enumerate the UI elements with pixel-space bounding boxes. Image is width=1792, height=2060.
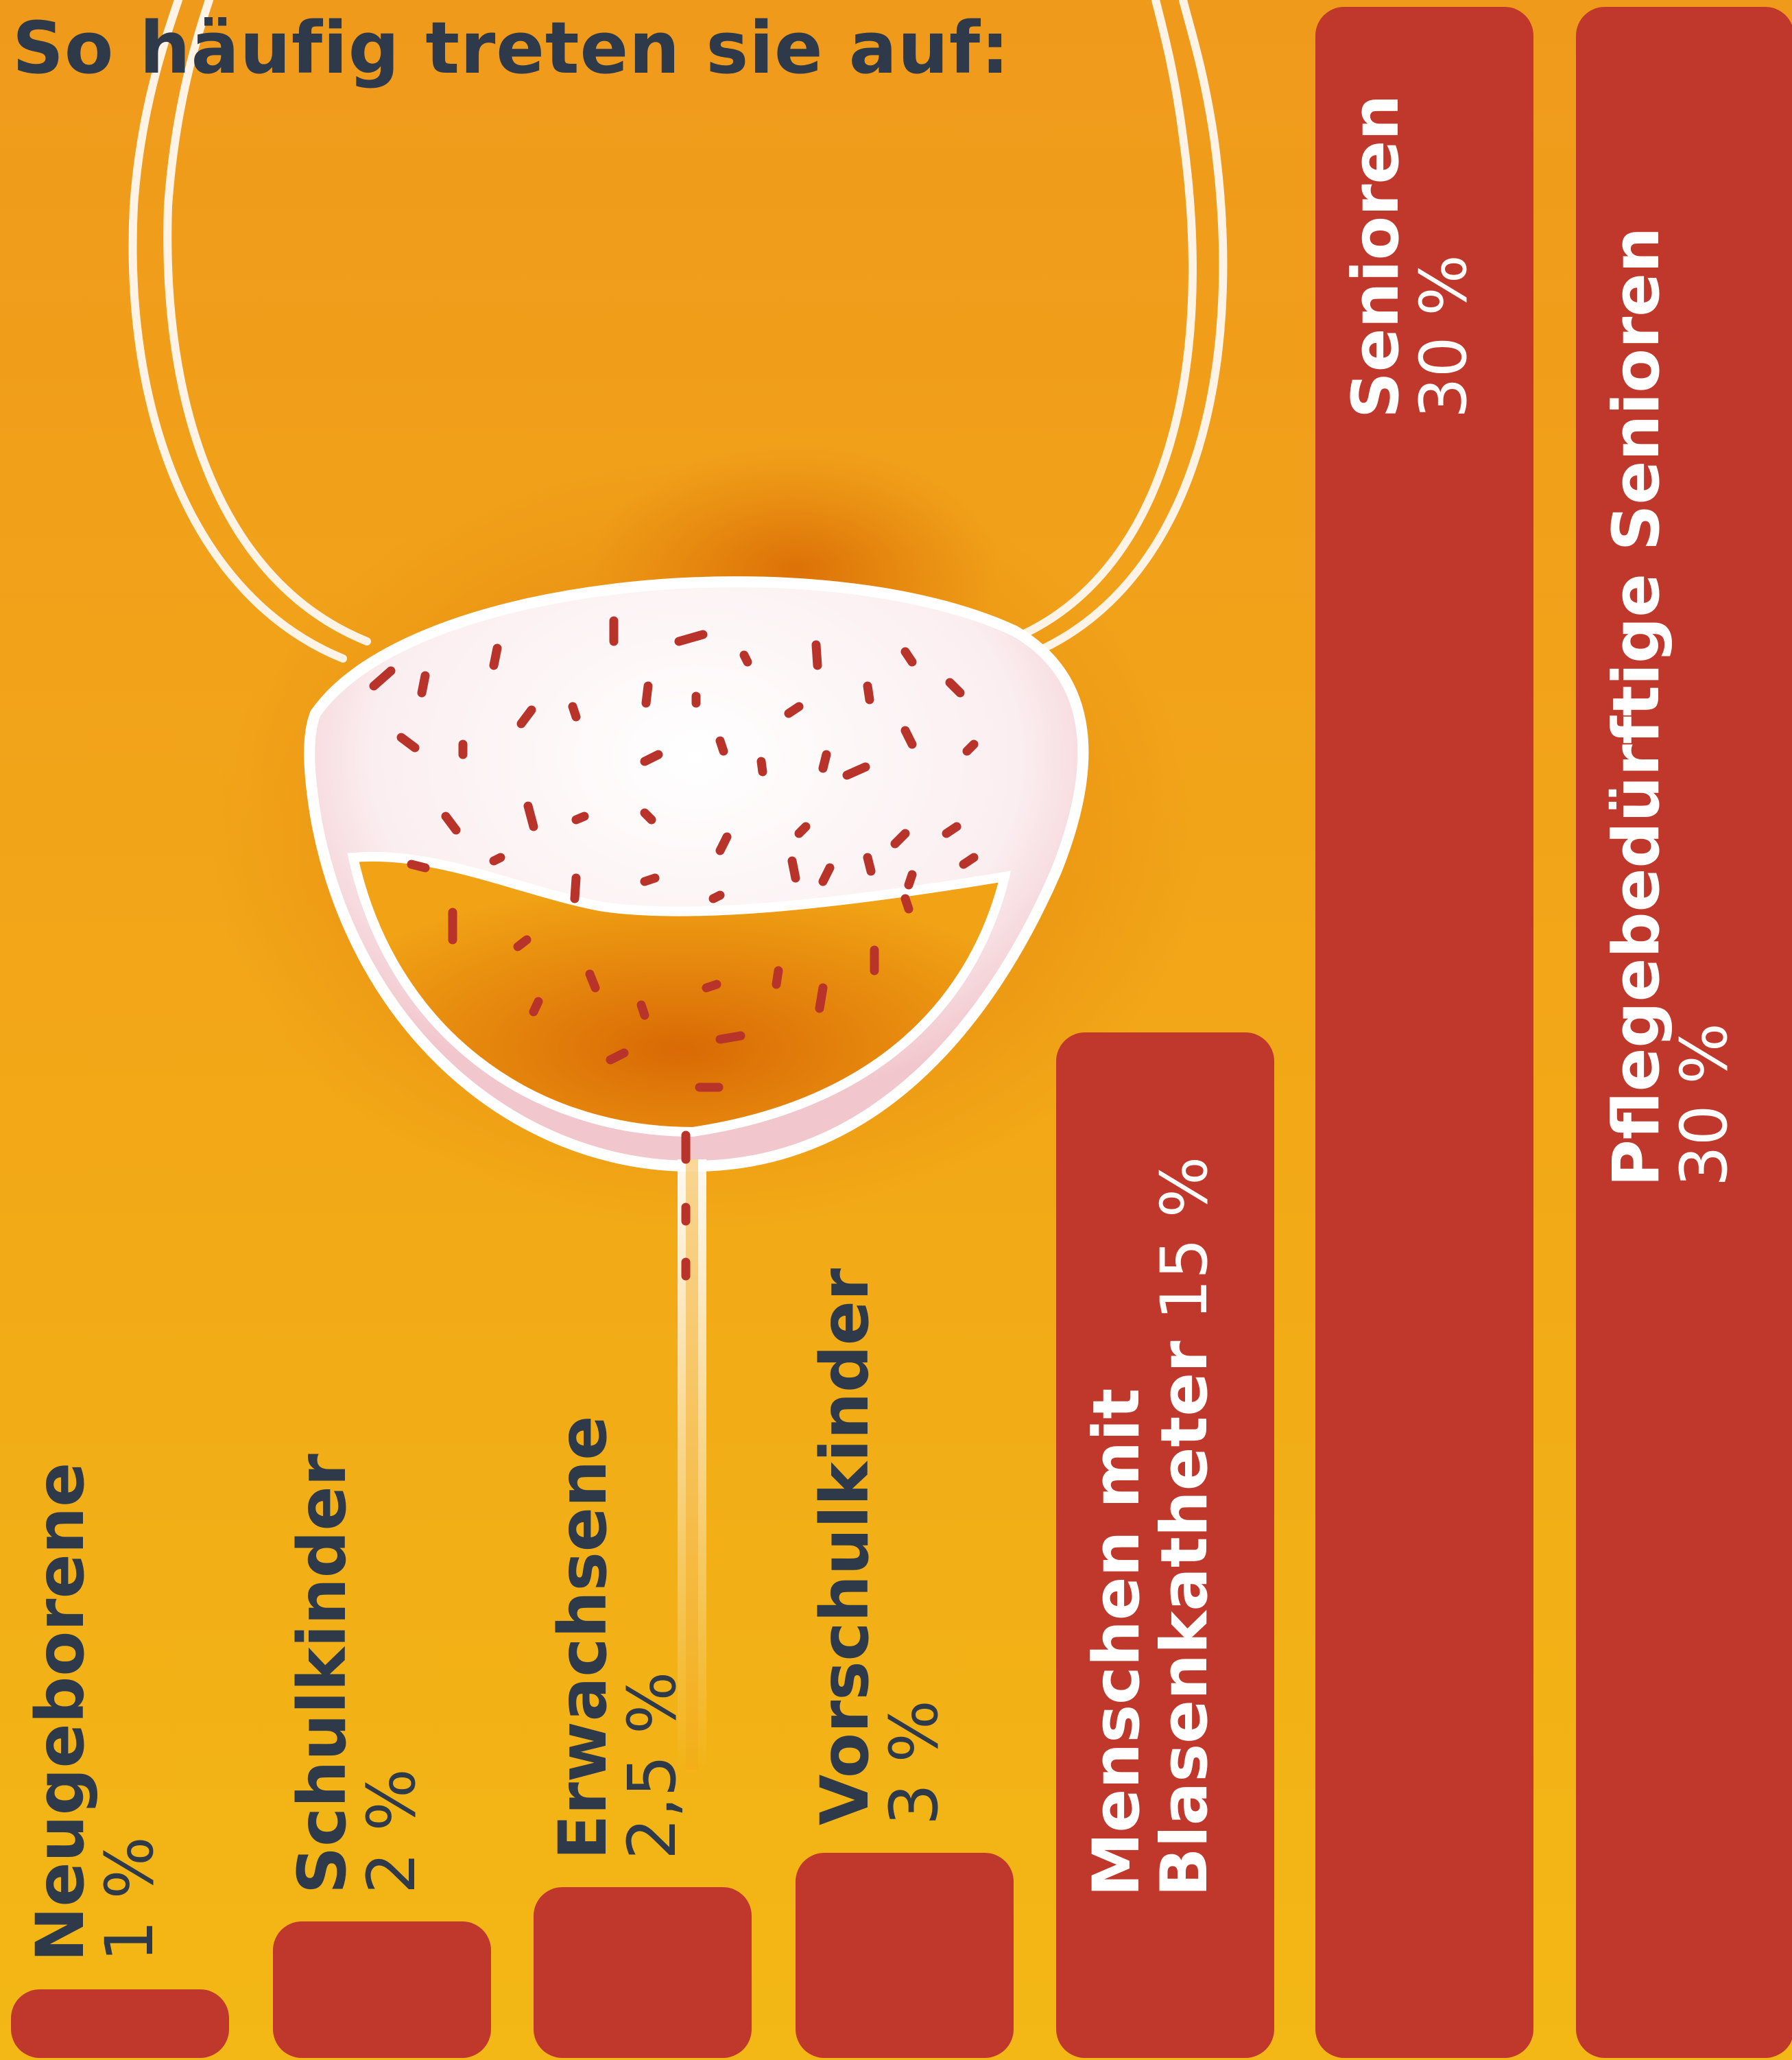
bar-erwachsene (534, 1886, 752, 2058)
bar-vorschulkinder (796, 1853, 1014, 2058)
bar-label: Schulkinder 2 % (284, 1454, 430, 1894)
bar-neugeborene (11, 1989, 229, 2058)
bar-schulkinder (273, 1921, 491, 2058)
value-label: 2 % (353, 1768, 430, 1894)
category-label: Senioren (1339, 94, 1413, 418)
category-label: Vorschulkinder (807, 1268, 883, 1825)
value-label: 2,5 % (613, 1671, 691, 1860)
bar-pflegebed-rftige-senioren (1576, 7, 1792, 2058)
category-label: Schulkinder (284, 1453, 361, 1894)
value-label: 15 % (1147, 1156, 1222, 1341)
bar-senioren (1315, 7, 1533, 2058)
bar-label: Erwachsene 2,5 % (545, 1415, 691, 1859)
value-label: 30 % (1666, 1023, 1742, 1187)
value-label: 30 % (1406, 254, 1481, 418)
value-label: 3 % (875, 1700, 953, 1825)
category-label: Blasenkatheter (1147, 1340, 1222, 1897)
category-label: Neugeborene (22, 1463, 99, 1963)
bar-label: Neugeborene 1 % (22, 1463, 168, 1963)
category-label: Pflegebedürftige Senioren (1599, 227, 1674, 1187)
chart-title: So häufig treten sie auf: (12, 6, 1010, 90)
category-label: Menschen mit (1079, 1388, 1154, 1897)
bar-label: Menschen mit Blasenkatheter 15 % (1079, 1156, 1222, 1897)
bar-menschen-mit-blasenkatheter (1056, 1032, 1274, 2058)
bar-label: Vorschulkinder 3 % (807, 1268, 953, 1825)
category-label: Erwachsene (545, 1415, 621, 1860)
bar-label: Senioren 30 % (1339, 95, 1481, 418)
bar-label: Pflegebedürftige Senioren 30 % (1599, 227, 1742, 1187)
value-label: 1 % (91, 1836, 168, 1963)
